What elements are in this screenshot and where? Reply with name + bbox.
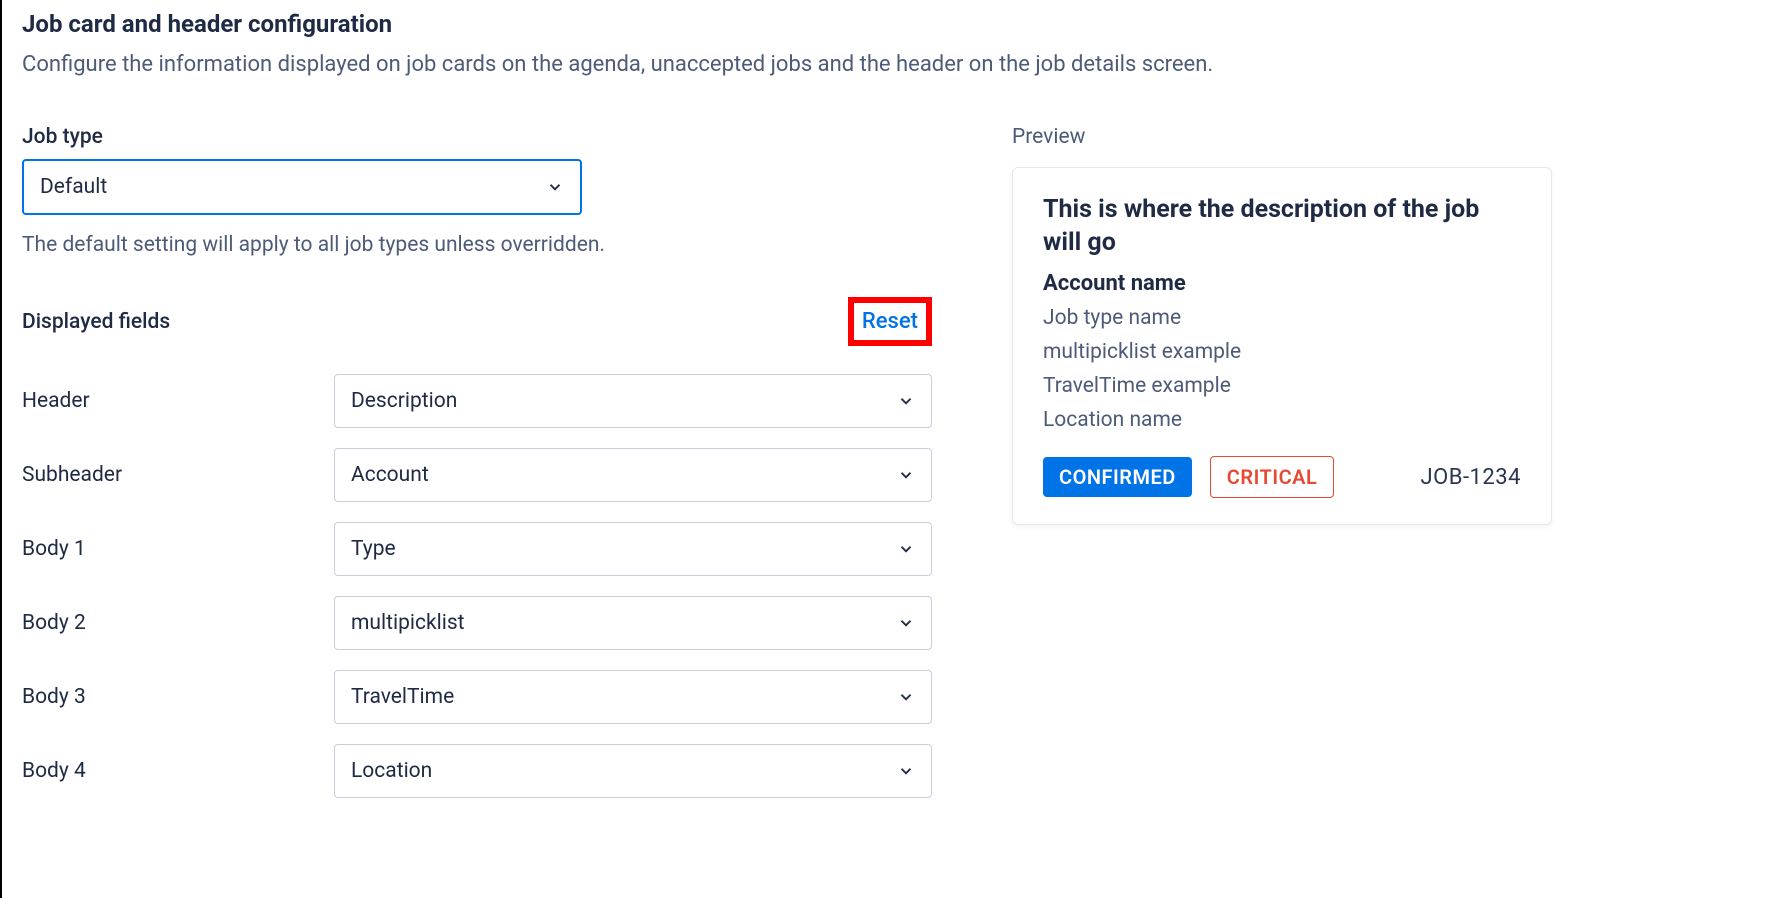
confirmed-badge: CONFIRMED xyxy=(1043,457,1192,497)
field-label: Body 4 xyxy=(22,759,334,783)
select-value: multipicklist xyxy=(351,611,465,635)
select-value: Type xyxy=(351,537,396,561)
preview-account: Account name xyxy=(1043,271,1521,296)
reset-highlight-box: Reset xyxy=(848,297,932,346)
preview-panel: Preview This is where the description of… xyxy=(1012,125,1552,818)
select-value: TravelTime xyxy=(351,685,454,709)
job-type-value: Default xyxy=(40,175,107,199)
field-label: Subheader xyxy=(22,463,334,487)
preview-card: This is where the description of the job… xyxy=(1012,167,1552,525)
field-row-body4: Body 4 Location xyxy=(22,744,932,798)
job-type-helper: The default setting will apply to all jo… xyxy=(22,233,932,257)
select-value: Description xyxy=(351,389,457,413)
preview-line: Location name xyxy=(1043,408,1521,432)
job-id: JOB-1234 xyxy=(1420,465,1521,490)
job-type-label: Job type xyxy=(22,125,932,149)
chevron-down-icon xyxy=(897,762,915,780)
chevron-down-icon xyxy=(546,178,564,196)
configuration-panel: Job type Default The default setting wil… xyxy=(22,125,932,818)
preview-line: TravelTime example xyxy=(1043,374,1521,398)
field-row-header: Header Description xyxy=(22,374,932,428)
page-title: Job card and header configuration xyxy=(22,10,1752,38)
job-type-select[interactable]: Default xyxy=(22,159,582,215)
chevron-down-icon xyxy=(897,392,915,410)
field-row-body2: Body 2 multipicklist xyxy=(22,596,932,650)
field-row-body3: Body 3 TravelTime xyxy=(22,670,932,724)
displayed-fields-label: Displayed fields xyxy=(22,310,170,334)
preview-line: multipicklist example xyxy=(1043,340,1521,364)
field-row-body1: Body 1 Type xyxy=(22,522,932,576)
chevron-down-icon xyxy=(897,688,915,706)
body4-select[interactable]: Location xyxy=(334,744,932,798)
select-value: Location xyxy=(351,759,432,783)
body3-select[interactable]: TravelTime xyxy=(334,670,932,724)
field-label: Body 1 xyxy=(22,537,334,561)
field-label: Body 2 xyxy=(22,611,334,635)
critical-badge: CRITICAL xyxy=(1210,456,1335,498)
preview-heading: This is where the description of the job… xyxy=(1043,194,1521,259)
reset-button[interactable]: Reset xyxy=(862,309,918,334)
page-subtitle: Configure the information displayed on j… xyxy=(22,52,1752,77)
select-value: Account xyxy=(351,463,429,487)
chevron-down-icon xyxy=(897,614,915,632)
field-label: Header xyxy=(22,389,334,413)
preview-line: Job type name xyxy=(1043,306,1521,330)
preview-footer: CONFIRMED CRITICAL JOB-1234 xyxy=(1043,456,1521,498)
header-select[interactable]: Description xyxy=(334,374,932,428)
field-row-subheader: Subheader Account xyxy=(22,448,932,502)
subheader-select[interactable]: Account xyxy=(334,448,932,502)
body1-select[interactable]: Type xyxy=(334,522,932,576)
chevron-down-icon xyxy=(897,466,915,484)
body2-select[interactable]: multipicklist xyxy=(334,596,932,650)
chevron-down-icon xyxy=(897,540,915,558)
preview-label: Preview xyxy=(1012,125,1552,149)
field-label: Body 3 xyxy=(22,685,334,709)
